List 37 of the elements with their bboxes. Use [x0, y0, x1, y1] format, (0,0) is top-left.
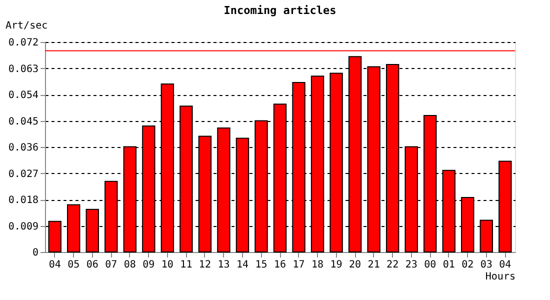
x-tick-label: 17: [292, 260, 305, 270]
x-tick-label: 06: [86, 260, 98, 270]
x-tick-label: 03: [480, 260, 492, 270]
y-tick-label: 0.054: [8, 90, 38, 101]
x-tick-label: 15: [255, 260, 268, 270]
x-tick-label: 01: [442, 260, 455, 270]
x-axis-title: Hours: [485, 272, 516, 282]
x-tick-label: 16: [274, 260, 286, 270]
x-tick-label: 04: [499, 260, 512, 270]
x-tick-label: 21: [368, 260, 380, 270]
x-tick-label: 08: [124, 260, 136, 270]
y-axis-title: Art/sec: [6, 20, 48, 32]
y-tick-label: 0.036: [8, 142, 38, 154]
x-tick-label: 18: [312, 260, 324, 270]
x-tick-label: 19: [330, 260, 342, 270]
chart-title: Incoming articles: [224, 4, 336, 17]
y-tick-label: 0.018: [8, 195, 38, 206]
y-tick-label: 0.072: [8, 38, 38, 48]
x-tick-label: 09: [142, 260, 155, 270]
y-tick-label: 0.063: [8, 64, 38, 75]
x-tick-label: 05: [68, 260, 80, 270]
x-tick-label: 20: [349, 260, 362, 270]
x-tick-label: 12: [198, 260, 211, 270]
x-tick-label: 14: [236, 260, 248, 270]
x-tick-label: 13: [218, 260, 230, 270]
x-tick-label: 07: [105, 260, 118, 270]
x-tick-label: 23: [405, 260, 418, 270]
y-tick-label: 0: [32, 248, 38, 258]
x-tick-label: 22: [386, 260, 399, 270]
y-tick-label: 0.045: [8, 116, 38, 128]
y-tick-label: 0.027: [8, 168, 38, 180]
x-tick-label: 00: [424, 260, 436, 270]
x-tick-label: 04: [48, 260, 61, 270]
y-tick-label: 0.009: [8, 221, 38, 232]
x-tick-label: 11: [180, 260, 192, 270]
x-tick-label: 10: [161, 260, 174, 270]
x-tick-label: 02: [462, 260, 474, 270]
